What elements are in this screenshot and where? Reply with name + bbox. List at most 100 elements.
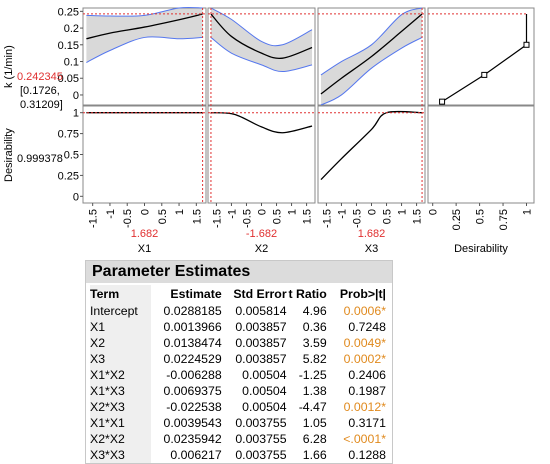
table-row: X3*X3 0.006217 0.003755 1.66 0.1288 bbox=[90, 447, 392, 463]
std-error-cell: 0.003857 bbox=[235, 336, 287, 350]
desirability-axis-label: Desirability bbox=[454, 243, 508, 255]
std-error-cell: 0.003755 bbox=[235, 432, 287, 446]
table-row: X2*X2 0.0235942 0.003755 6.28 <.0001* bbox=[90, 431, 392, 447]
y-tick-label: 0.5 bbox=[64, 150, 79, 162]
table-row: X1*X1 0.0039543 0.003755 1.05 0.3171 bbox=[90, 415, 392, 431]
estimate-cell: 0.0224529 bbox=[163, 352, 222, 366]
confidence-upper-line bbox=[210, 7, 313, 47]
t-ratio-cell: 1.05 bbox=[302, 416, 327, 430]
factor-name-label: X3 bbox=[365, 243, 378, 255]
factor-name-label: X1 bbox=[138, 243, 151, 255]
std-error-cell: 0.003755 bbox=[235, 416, 287, 430]
x-tick-label: 1 bbox=[397, 209, 409, 215]
estimate-cell: 0.0069375 bbox=[163, 384, 222, 398]
x-tick-label: -1 bbox=[336, 209, 348, 219]
std-error-cell: 0.00504 bbox=[242, 400, 287, 414]
factor-current-value: -1.682 bbox=[246, 228, 277, 240]
profiler-panel-frame bbox=[82, 105, 207, 204]
x-tick-label: -0.5 bbox=[351, 209, 363, 228]
std-error-cell: 0.00504 bbox=[242, 368, 287, 382]
x-tick-label: 0 bbox=[140, 209, 152, 215]
response-k-value: 0.242345 bbox=[17, 71, 63, 83]
y-tick-label: 0.2 bbox=[64, 23, 79, 35]
parameter-estimates-table: Term Estimate Std Error t Ratio Prob>|t|… bbox=[90, 285, 392, 463]
profiler-panel-frame bbox=[427, 7, 535, 106]
profiler-panel-frame bbox=[207, 7, 316, 106]
std-error-cell: 0.003755 bbox=[235, 448, 287, 462]
t-ratio-cell: 0.36 bbox=[302, 320, 327, 334]
profiler-panel-frame bbox=[207, 105, 316, 204]
desirability-x-tick-label: 1 bbox=[521, 209, 533, 215]
term-cell: X3*X3 bbox=[90, 447, 152, 463]
t-ratio-cell: 1.38 bbox=[302, 384, 327, 398]
term-cell: X3 bbox=[90, 351, 152, 367]
factor-current-value: 1.682 bbox=[358, 228, 386, 240]
estimate-cell: 0.0235942 bbox=[163, 432, 222, 446]
t-ratio-cell: -1.25 bbox=[298, 368, 327, 382]
prob-cell: 0.2406 bbox=[348, 368, 386, 382]
x-tick-label: -1.5 bbox=[88, 209, 100, 228]
column-header-term: Term bbox=[90, 285, 152, 303]
t-ratio-cell: -4.47 bbox=[298, 400, 327, 414]
table-row: X1*X3 0.0069375 0.00504 1.38 0.1987 bbox=[90, 383, 392, 399]
profiler-panel-frame bbox=[82, 7, 207, 106]
estimate-cell: -0.022538 bbox=[166, 400, 222, 414]
term-cell: Intercept bbox=[90, 303, 152, 319]
term-cell: X1*X2 bbox=[90, 367, 152, 383]
confidence-lower-line bbox=[86, 36, 203, 63]
desirability-x-tick-label: 0.75 bbox=[498, 209, 510, 230]
term-cell: X2 bbox=[90, 335, 152, 351]
x-tick-label: 0.5 bbox=[382, 209, 394, 224]
desirability-marker bbox=[439, 98, 446, 105]
desirability-value: 0.999378 bbox=[17, 153, 63, 165]
x-tick-label: 0 bbox=[367, 209, 379, 215]
std-error-cell: 0.003857 bbox=[235, 320, 287, 334]
confidence-band bbox=[210, 8, 313, 72]
estimate-cell: 0.0013966 bbox=[163, 320, 222, 334]
x-tick-label: 0 bbox=[257, 209, 269, 215]
std-error-cell: 0.00504 bbox=[242, 384, 287, 398]
prob-cell: 0.3171 bbox=[348, 416, 386, 430]
profile-curve bbox=[86, 13, 203, 40]
response-desirability-label: Desirability bbox=[3, 128, 15, 182]
y-tick-label: 0.1 bbox=[64, 57, 79, 69]
table-row: X2 0.0138474 0.003857 3.59 0.0049* bbox=[90, 335, 392, 351]
prob-cell: 0.1288 bbox=[348, 448, 386, 462]
prob-cell: 0.0012* bbox=[343, 400, 386, 414]
estimate-cell: 0.0138474 bbox=[163, 336, 222, 350]
term-cell: X1*X3 bbox=[90, 383, 152, 399]
prob-cell: 0.1987 bbox=[348, 384, 386, 398]
term-cell: X1*X1 bbox=[90, 415, 152, 431]
x-tick-label: -1 bbox=[226, 209, 238, 219]
prob-cell: 0.0049* bbox=[343, 336, 386, 350]
t-ratio-cell: 5.82 bbox=[302, 352, 327, 366]
y-tick-label: 0.05 bbox=[58, 73, 79, 85]
x-tick-label: -1 bbox=[105, 209, 117, 219]
x-tick-label: -0.5 bbox=[122, 209, 134, 228]
factor-current-value: 1.682 bbox=[131, 228, 159, 240]
profiler-panel-frame bbox=[317, 7, 426, 106]
x-tick-label: -1.5 bbox=[211, 209, 223, 228]
profiler-panel-frame bbox=[427, 105, 535, 204]
column-header-prob: Prob>|t| bbox=[339, 287, 386, 301]
y-tick-label: 0.15 bbox=[58, 40, 79, 52]
t-ratio-cell: 3.59 bbox=[302, 336, 327, 350]
x-tick-label: 1.5 bbox=[302, 209, 314, 224]
x-tick-label: -0.5 bbox=[241, 209, 253, 228]
t-ratio-cell: 1.66 bbox=[302, 448, 327, 462]
confidence-lower-line bbox=[320, 36, 423, 106]
estimate-cell: 0.0288185 bbox=[163, 304, 222, 318]
table-row: X2*X3 -0.022538 0.00504 -4.47 0.0012* bbox=[90, 399, 392, 415]
y-tick-label: 1 bbox=[73, 108, 79, 120]
confidence-upper-line bbox=[86, 6, 203, 17]
column-header-std-error: Std Error bbox=[233, 287, 287, 301]
y-tick-label: 0.75 bbox=[58, 129, 79, 141]
desirability-x-tick-label: 0.5 bbox=[475, 209, 487, 224]
y-tick-label: 0.25 bbox=[58, 170, 79, 182]
x-tick-label: -1.5 bbox=[321, 209, 333, 228]
table-row: Intercept 0.0288185 0.005814 4.96 0.0006* bbox=[90, 303, 392, 319]
y-tick-label: 0 bbox=[73, 191, 79, 203]
prob-cell: 0.7248 bbox=[348, 320, 386, 334]
std-error-cell: 0.003857 bbox=[235, 352, 287, 366]
x-tick-label: 1.5 bbox=[412, 209, 424, 224]
